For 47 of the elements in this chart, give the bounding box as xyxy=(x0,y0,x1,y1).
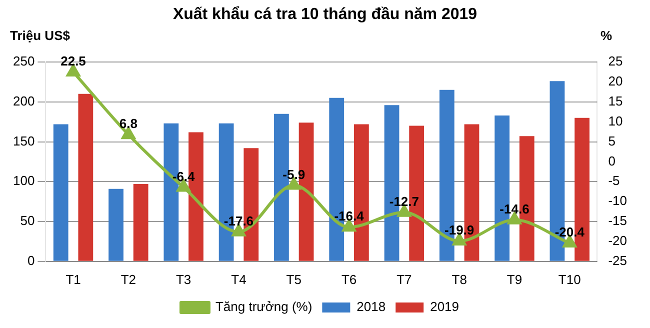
data-label: -6.4 xyxy=(172,168,196,184)
bar xyxy=(53,124,68,261)
x-tick-label: T9 xyxy=(506,272,522,287)
y-tick-label: 100 xyxy=(12,173,35,188)
x-tick-label: T8 xyxy=(452,272,467,287)
data-label: -12.7 xyxy=(389,194,419,209)
x-tick-label: T4 xyxy=(231,272,246,287)
y2-tick-label: -20 xyxy=(608,233,628,248)
y-tick-label: 0 xyxy=(27,252,35,268)
y2-tick-label: -5 xyxy=(608,173,620,188)
data-label: -20.4 xyxy=(554,224,586,240)
y2-tick-label: 25 xyxy=(608,54,623,69)
y2-tick-label: -25 xyxy=(608,252,628,268)
legend-label: 2019 xyxy=(430,299,460,314)
y2-tick-label: -15 xyxy=(608,213,628,228)
x-tick-label: T7 xyxy=(396,272,412,287)
data-label: -19.9 xyxy=(444,222,474,238)
x-tick-label: T10 xyxy=(558,272,581,287)
y-axis-title: Triệu US$ xyxy=(10,28,70,43)
legend-label: Tăng trưởng (%) xyxy=(215,299,312,314)
y2-tick-label: 15 xyxy=(608,93,623,108)
x-tick-label: T5 xyxy=(286,272,302,287)
data-label: -14.6 xyxy=(500,202,530,217)
y2-tick-label: 10 xyxy=(608,113,623,128)
bar xyxy=(78,94,94,261)
x-tick-label: T6 xyxy=(341,272,357,287)
bar xyxy=(108,188,124,261)
y2-tick-label: 0 xyxy=(608,153,616,168)
y-tick-label: 250 xyxy=(12,54,35,69)
x-tick-label: T1 xyxy=(66,272,81,287)
y2-tick-label: 20 xyxy=(608,74,623,89)
x-tick-label: T3 xyxy=(176,272,192,287)
data-label: -17.6 xyxy=(224,213,254,228)
chart-title: Xuất khẩu cá tra 10 tháng đầu năm 2019 xyxy=(172,6,478,24)
data-label: -16.4 xyxy=(334,208,365,224)
y2-tick-label: -10 xyxy=(608,193,628,208)
y-tick-label: 150 xyxy=(12,133,35,148)
x-tick-label: T2 xyxy=(120,272,136,287)
data-label: 6.8 xyxy=(119,116,138,132)
y2-axis-title: % xyxy=(600,28,612,43)
data-label: -5.9 xyxy=(282,166,306,182)
data-label: 22.5 xyxy=(60,54,86,69)
legend-label: 2018 xyxy=(356,299,386,314)
y-tick-label: 200 xyxy=(12,93,35,108)
bar xyxy=(133,184,148,261)
y-tick-label: 50 xyxy=(20,213,35,228)
y2-tick-label: 5 xyxy=(608,133,616,148)
